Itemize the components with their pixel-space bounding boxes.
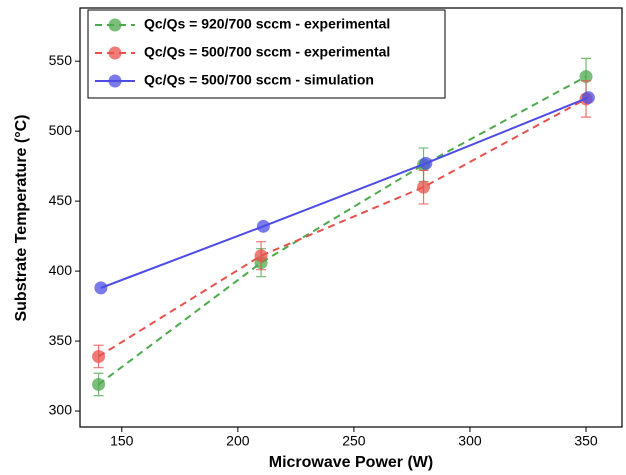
series-line: [97, 75, 587, 386]
data-point: [92, 349, 106, 363]
legend-label: Qc/Qs = 500/700 sccm - simulation: [144, 72, 374, 88]
data-point: [581, 91, 595, 105]
data-point: [256, 219, 270, 233]
data-point: [579, 70, 593, 84]
series-line: [100, 96, 589, 289]
data-point: [254, 249, 268, 263]
y-tick-label: 550: [49, 52, 73, 68]
x-tick-label: 250: [342, 433, 366, 449]
x-tick-label: 150: [110, 433, 134, 449]
x-tick-label: 350: [574, 433, 598, 449]
data-point: [417, 180, 431, 194]
y-tick-label: 400: [49, 262, 73, 278]
legend-label: Qc/Qs = 500/700 sccm - experimental: [144, 44, 390, 60]
data-point: [419, 156, 433, 170]
y-axis-label: Substrate Temperature (°C): [13, 114, 30, 321]
legend-label: Qc/Qs = 920/700 sccm - experimental: [144, 16, 390, 32]
x-tick-label: 200: [226, 433, 250, 449]
legend-swatch-marker: [108, 18, 122, 32]
legend-box: [87, 9, 446, 99]
legend-swatch-marker: [108, 46, 122, 60]
plot-frame: [79, 7, 623, 428]
legend-swatch-marker: [108, 74, 122, 88]
data-point: [94, 281, 108, 295]
y-tick-label: 450: [49, 192, 73, 208]
data-point: [92, 377, 106, 391]
y-tick-label: 300: [49, 402, 73, 418]
x-axis-label: Microwave Power (W): [269, 454, 433, 471]
series-line: [98, 98, 587, 358]
x-tick-label: 300: [458, 433, 482, 449]
y-tick-label: 350: [49, 332, 73, 348]
y-tick-label: 500: [49, 122, 73, 138]
